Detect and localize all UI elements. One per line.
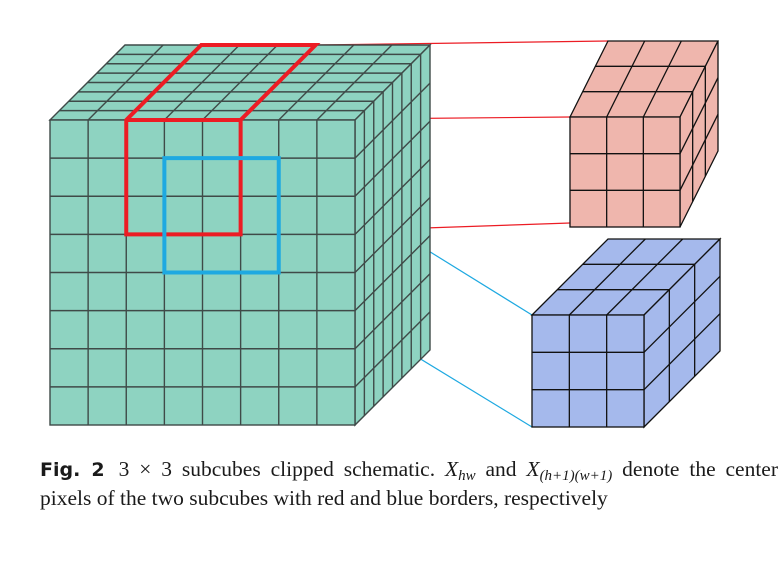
red-subcube-side-depthline (679, 114, 719, 191)
main-cube-top-depthline (316, 44, 393, 121)
red-subcube-front-face (569, 116, 681, 228)
figure-label: Fig. 2 (40, 459, 105, 481)
blue-subcube-top-depthline (606, 238, 684, 316)
caption-text-and: and (475, 457, 527, 481)
blue-subcube-top-depthline (568, 238, 646, 316)
red-subcube-side-depthline (679, 77, 719, 154)
figure-schematic (48, 40, 722, 429)
caption-text-part2: denote the center pixels of the two subc… (40, 457, 779, 510)
caption-text-part1: 3 × 3 subcubes clipped schematic. (118, 457, 445, 481)
blue-subcube-side-depthline (643, 275, 721, 353)
blue-subcube-side-depthline (643, 313, 721, 391)
red-subcube-top-depthline (642, 40, 682, 118)
math-x-h1w1: X(h+1)(w+1) (526, 457, 613, 484)
blue-border-outline (162, 156, 281, 275)
red-subcube-top-depthline (606, 40, 646, 118)
main-cube-side-depthline (354, 311, 431, 388)
main-cube-top-depthline (278, 44, 355, 121)
red-subcube (568, 40, 720, 228)
blue-highlight-region (162, 156, 281, 275)
main-cube-side-depthline (354, 273, 431, 350)
blue-subcube-front-face (531, 314, 645, 428)
red-highlight-region (124, 43, 321, 237)
main-cube-side-depthline (354, 235, 431, 312)
blue-subcube (530, 237, 722, 429)
math-x-hw: Xhw (444, 457, 476, 484)
